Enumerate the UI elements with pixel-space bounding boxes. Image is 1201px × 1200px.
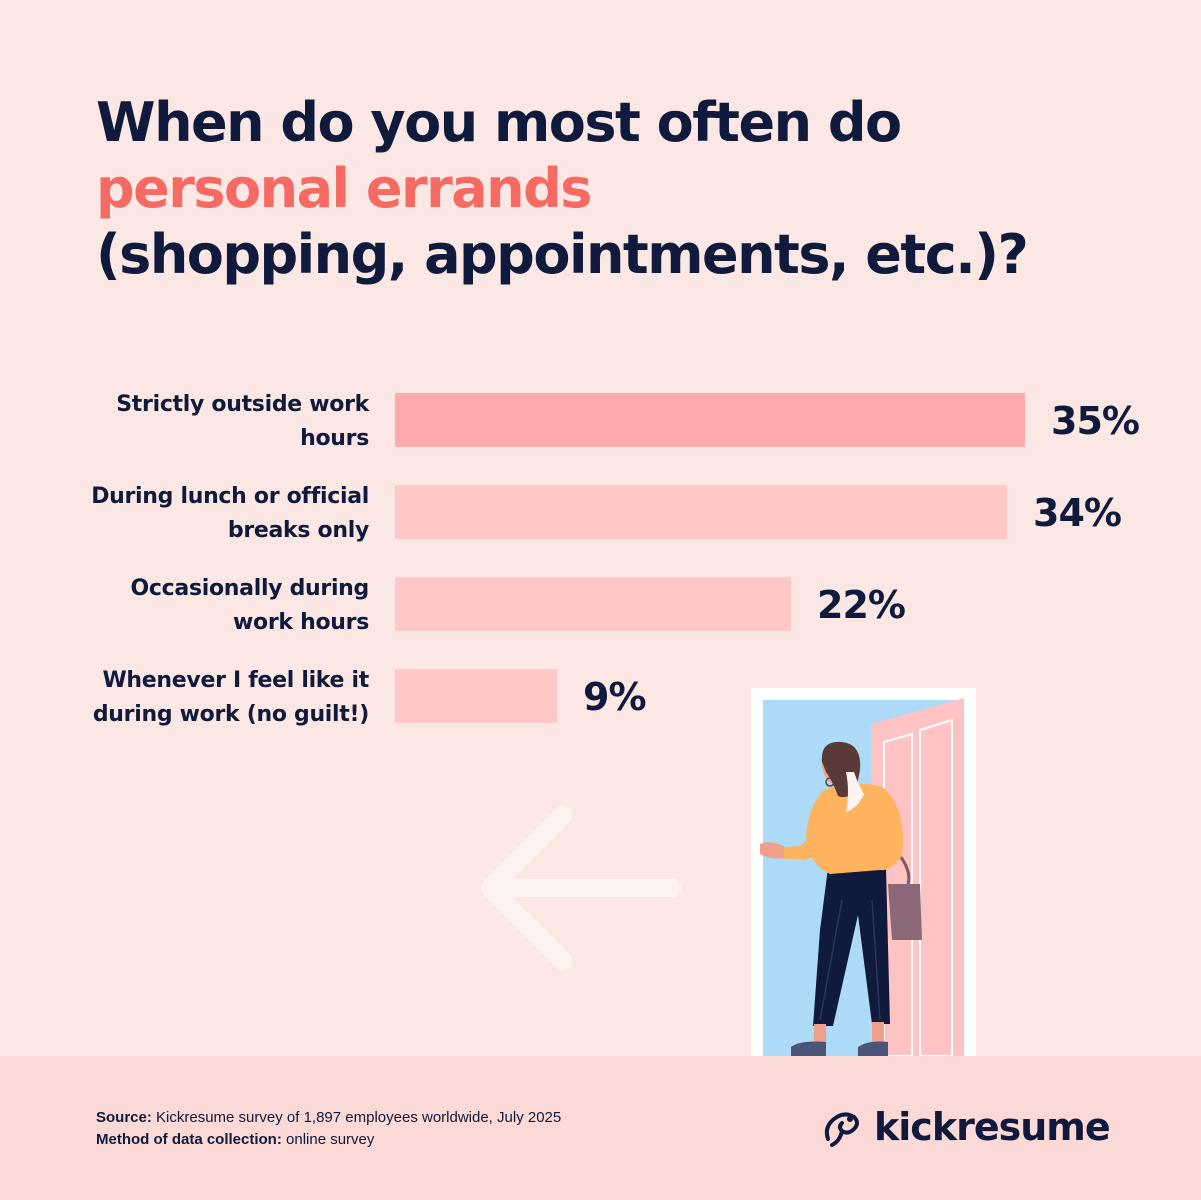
title-highlight: personal errands	[96, 157, 592, 220]
title-line-1: When do you most often do	[96, 91, 902, 154]
value-label-3: 22%	[817, 583, 905, 627]
bar-4	[395, 669, 557, 723]
source-text: Kickresume survey of 1,897 employees wor…	[151, 1109, 562, 1126]
value-label-2: 34%	[1033, 491, 1121, 535]
category-label-2-line-1: During lunch or official	[91, 484, 369, 509]
title-line-3: (shopping, appointments, etc.)?	[96, 223, 1029, 286]
method-label: Method of data collection:	[96, 1131, 282, 1148]
value-label-4: 9%	[583, 675, 646, 719]
source-note: Source: Kickresume survey of 1,897 emplo…	[96, 1107, 561, 1151]
category-label-1-line-2: hours	[300, 426, 369, 451]
source-label: Source:	[96, 1109, 152, 1126]
left-arrow-icon	[481, 806, 681, 970]
kickresume-logo: kickresume	[820, 1104, 1111, 1150]
category-label-3-line-1: Occasionally during	[131, 576, 369, 601]
category-label-4-line-1: Whenever I feel like it	[102, 668, 369, 693]
value-label-1: 35%	[1051, 399, 1139, 443]
source-line: Source: Kickresume survey of 1,897 emplo…	[96, 1107, 561, 1129]
kickresume-logo-icon	[824, 1112, 859, 1147]
chart-title: When do you most often do personal erran…	[96, 90, 1029, 288]
footer-band	[0, 1056, 1201, 1200]
bar-chart: 35% Strictly outside work hours 34% During l…	[91, 392, 1140, 727]
category-label-1-line-1: Strictly outside work	[116, 392, 370, 417]
bar-3	[395, 577, 791, 631]
category-label-2-line-2: breaks only	[228, 518, 369, 543]
bar-2	[395, 485, 1007, 539]
method-text: online survey	[281, 1131, 375, 1148]
bar-1	[395, 393, 1025, 447]
category-label-3-line-2: work hours	[233, 610, 369, 635]
brand-name: kickresume	[874, 1105, 1111, 1149]
woman-figure-icon	[760, 741, 922, 1056]
method-line: Method of data collection: online survey	[96, 1129, 561, 1151]
category-label-4-line-2: during work (no guilt!)	[93, 702, 369, 727]
